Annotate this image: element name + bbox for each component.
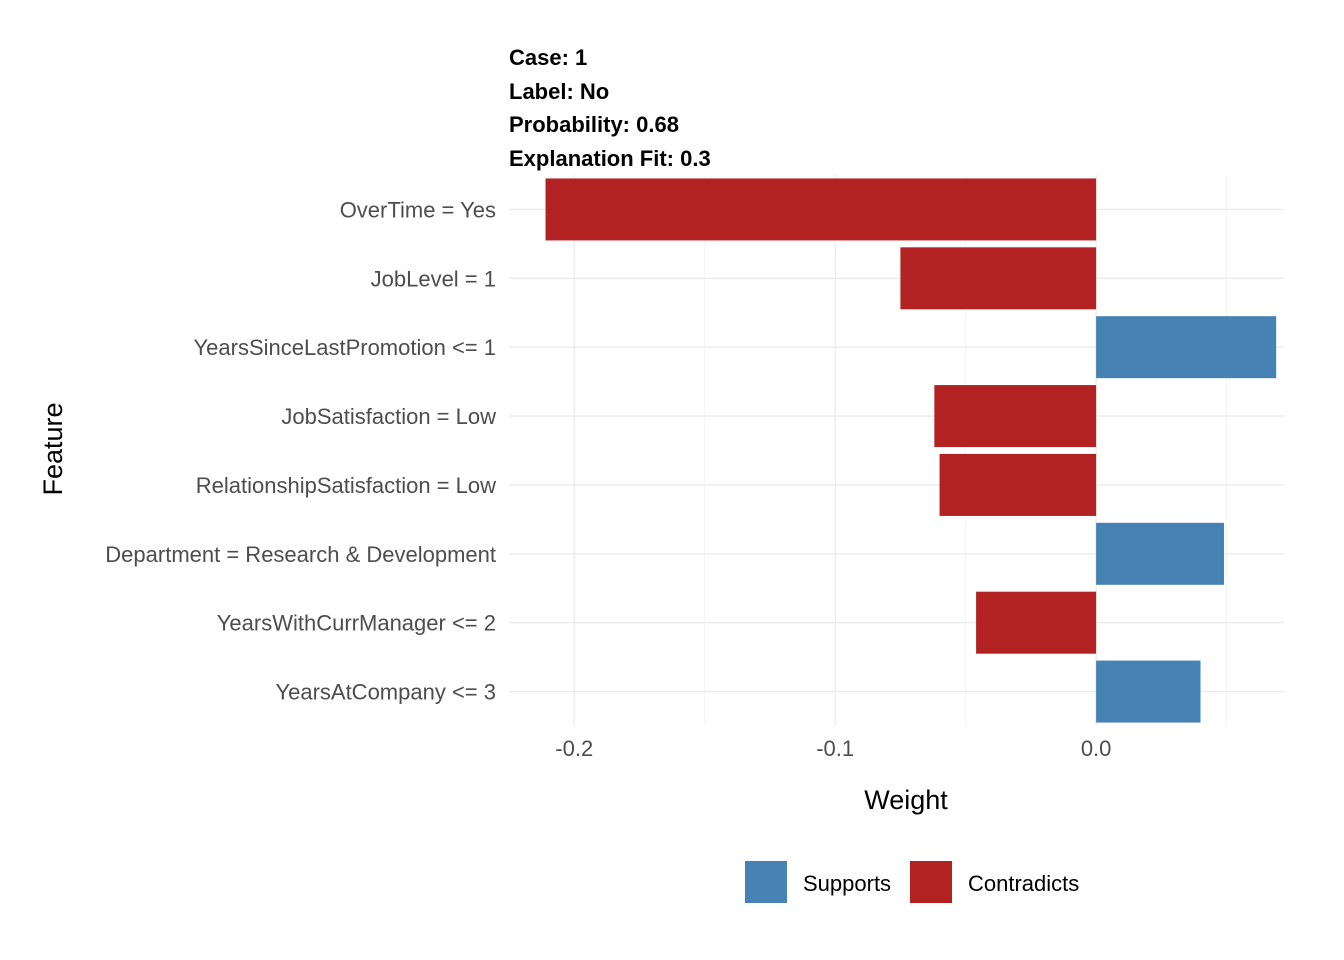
- category-label: Department = Research & Development: [105, 542, 496, 567]
- category-label: OverTime = Yes: [340, 197, 496, 222]
- header-case: Case: 1: [509, 45, 587, 70]
- bar-7: [976, 591, 1097, 654]
- header-probability: Probability: 0.68: [509, 112, 679, 137]
- bar-1: [545, 178, 1097, 241]
- category-label: YearsWithCurrManager <= 2: [217, 611, 496, 636]
- grid: [509, 175, 1284, 726]
- category-label: YearsSinceLastPromotion <= 1: [194, 335, 497, 360]
- y-axis-title: Feature: [38, 402, 68, 495]
- x-tick-label: 0.0: [1081, 736, 1112, 761]
- legend: Supports Contradicts: [745, 861, 1079, 903]
- x-tick-label: -0.2: [555, 736, 593, 761]
- bar-2: [900, 247, 1097, 310]
- bar-3: [1096, 316, 1277, 379]
- bars: [545, 178, 1277, 723]
- category-label: RelationshipSatisfaction = Low: [196, 473, 496, 498]
- bar-5: [939, 453, 1097, 516]
- x-tick-label: -0.1: [816, 736, 854, 761]
- category-labels: OverTime = Yes JobLevel = 1 YearsSinceLast…: [105, 197, 496, 704]
- x-axis-title: Weight: [864, 785, 948, 815]
- category-label: JobSatisfaction = Low: [281, 404, 496, 429]
- legend-key-supports: [745, 861, 787, 903]
- bar-8: [1096, 660, 1201, 723]
- bar-6: [1096, 522, 1224, 585]
- x-tick-labels: -0.2 -0.1 0.0: [555, 736, 1111, 761]
- header-label: Label: No: [509, 79, 609, 104]
- category-label: YearsAtCompany <= 3: [275, 680, 496, 705]
- legend-label-supports: Supports: [803, 871, 891, 896]
- bar-4: [934, 385, 1097, 448]
- chart-header: Case: 1 Label: No Probability: 0.68 Expl…: [509, 45, 711, 171]
- legend-key-contradicts: [910, 861, 952, 903]
- category-label: JobLevel = 1: [371, 266, 496, 291]
- header-explanation-fit: Explanation Fit: 0.3: [509, 146, 711, 171]
- legend-label-contradicts: Contradicts: [968, 871, 1079, 896]
